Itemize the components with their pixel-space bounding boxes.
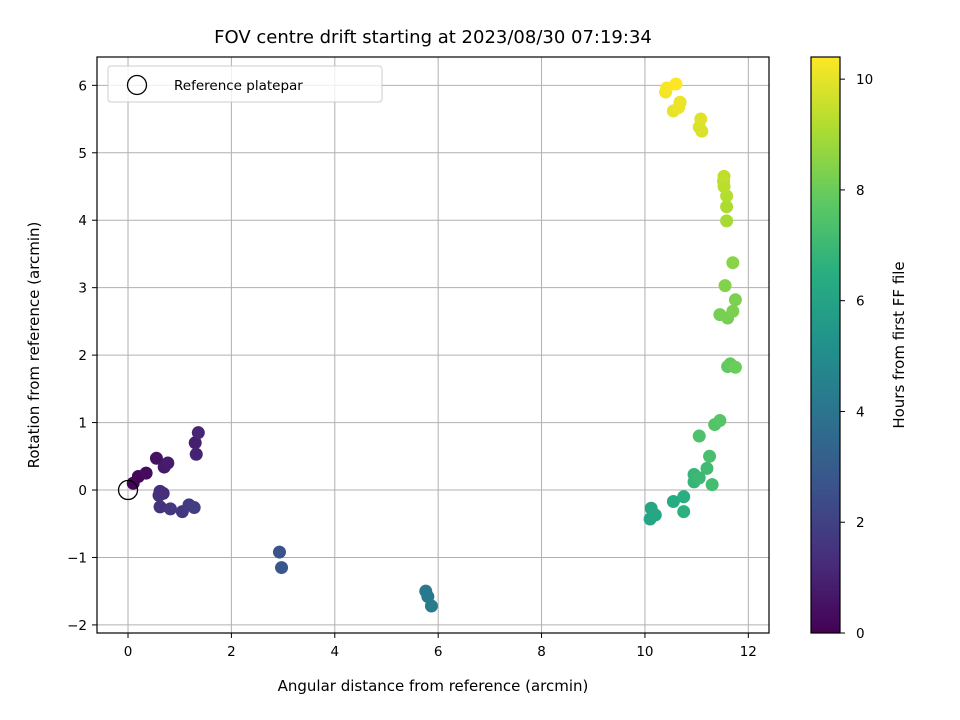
data-point bbox=[424, 599, 438, 613]
data-point bbox=[718, 279, 732, 293]
legend-box bbox=[107, 65, 383, 103]
data-point bbox=[188, 436, 202, 450]
data-point bbox=[677, 505, 691, 519]
y-tick-label: 0 bbox=[78, 483, 87, 499]
colorbar-gradient bbox=[811, 57, 840, 633]
legend: Reference platepar bbox=[107, 65, 383, 103]
colorbar-tick-label: 2 bbox=[856, 515, 865, 531]
data-point bbox=[713, 414, 727, 428]
data-point bbox=[726, 304, 740, 318]
y-tick-label: 4 bbox=[78, 213, 87, 229]
colorbar-ticks: 0 2 4 6 8 10 bbox=[840, 72, 873, 642]
colorbar: 0 2 4 6 8 10 Hours from first FF file bbox=[810, 56, 908, 642]
x-tick-label: 6 bbox=[434, 644, 443, 660]
data-point bbox=[720, 200, 734, 214]
y-tick-label: 6 bbox=[78, 78, 87, 94]
data-point bbox=[153, 500, 167, 514]
legend-marker-icon bbox=[126, 74, 148, 96]
data-point bbox=[692, 471, 706, 485]
x-tick-label: 8 bbox=[537, 644, 546, 660]
colorbar-tick-label: 8 bbox=[856, 183, 865, 199]
data-point bbox=[728, 360, 742, 374]
x-tick-label: 2 bbox=[227, 644, 236, 660]
x-axis-ticks: 0 2 4 6 8 10 12 bbox=[124, 633, 757, 660]
data-point bbox=[669, 77, 683, 91]
x-tick-label: 0 bbox=[124, 644, 133, 660]
data-point bbox=[149, 451, 163, 465]
colorbar-label: Hours from first FF file bbox=[890, 261, 908, 428]
plot-frame bbox=[96, 56, 770, 634]
data-point bbox=[703, 449, 717, 463]
y-tick-label: 1 bbox=[78, 416, 87, 432]
data-point bbox=[692, 429, 706, 443]
data-point bbox=[666, 494, 680, 508]
data-point bbox=[152, 488, 166, 502]
legend-label: Reference platepar bbox=[174, 78, 303, 94]
data-point bbox=[275, 561, 289, 575]
colorbar-tick-label: 10 bbox=[856, 72, 873, 88]
data-points bbox=[126, 77, 742, 613]
data-point bbox=[726, 256, 740, 270]
data-point bbox=[694, 112, 708, 126]
data-point bbox=[189, 447, 203, 461]
colorbar-tick-label: 0 bbox=[856, 626, 865, 642]
y-axis-label: Rotation from reference (arcmin) bbox=[25, 222, 43, 469]
chart-title: FOV centre drift starting at 2023/08/30 … bbox=[214, 27, 652, 48]
y-tick-label: 3 bbox=[78, 281, 87, 297]
data-point bbox=[139, 466, 153, 480]
data-point bbox=[700, 461, 714, 475]
y-axis-ticks: −2 −1 0 1 2 3 4 5 6 bbox=[67, 78, 97, 634]
data-point bbox=[187, 501, 201, 515]
data-point bbox=[191, 426, 205, 440]
x-axis-label: Angular distance from reference (arcmin) bbox=[278, 677, 589, 695]
data-point bbox=[673, 95, 687, 109]
x-tick-label: 10 bbox=[636, 644, 653, 660]
colorbar-tick-label: 6 bbox=[856, 294, 865, 310]
data-point bbox=[720, 214, 734, 228]
grid bbox=[97, 57, 769, 633]
data-point bbox=[161, 456, 175, 470]
y-tick-label: 5 bbox=[78, 146, 87, 162]
data-point bbox=[728, 293, 742, 307]
x-tick-label: 12 bbox=[740, 644, 757, 660]
data-point bbox=[677, 490, 691, 504]
data-point bbox=[163, 502, 177, 516]
data-point bbox=[705, 478, 719, 492]
colorbar-frame bbox=[810, 56, 841, 634]
data-point bbox=[717, 169, 731, 183]
y-tick-label: −2 bbox=[67, 618, 87, 634]
data-point bbox=[648, 508, 662, 522]
data-point bbox=[272, 545, 286, 559]
reference-platepar-marker bbox=[117, 479, 139, 501]
y-tick-label: 2 bbox=[78, 348, 87, 364]
x-tick-label: 4 bbox=[330, 644, 339, 660]
colorbar-tick-label: 4 bbox=[856, 404, 865, 420]
y-tick-label: −1 bbox=[67, 550, 87, 566]
